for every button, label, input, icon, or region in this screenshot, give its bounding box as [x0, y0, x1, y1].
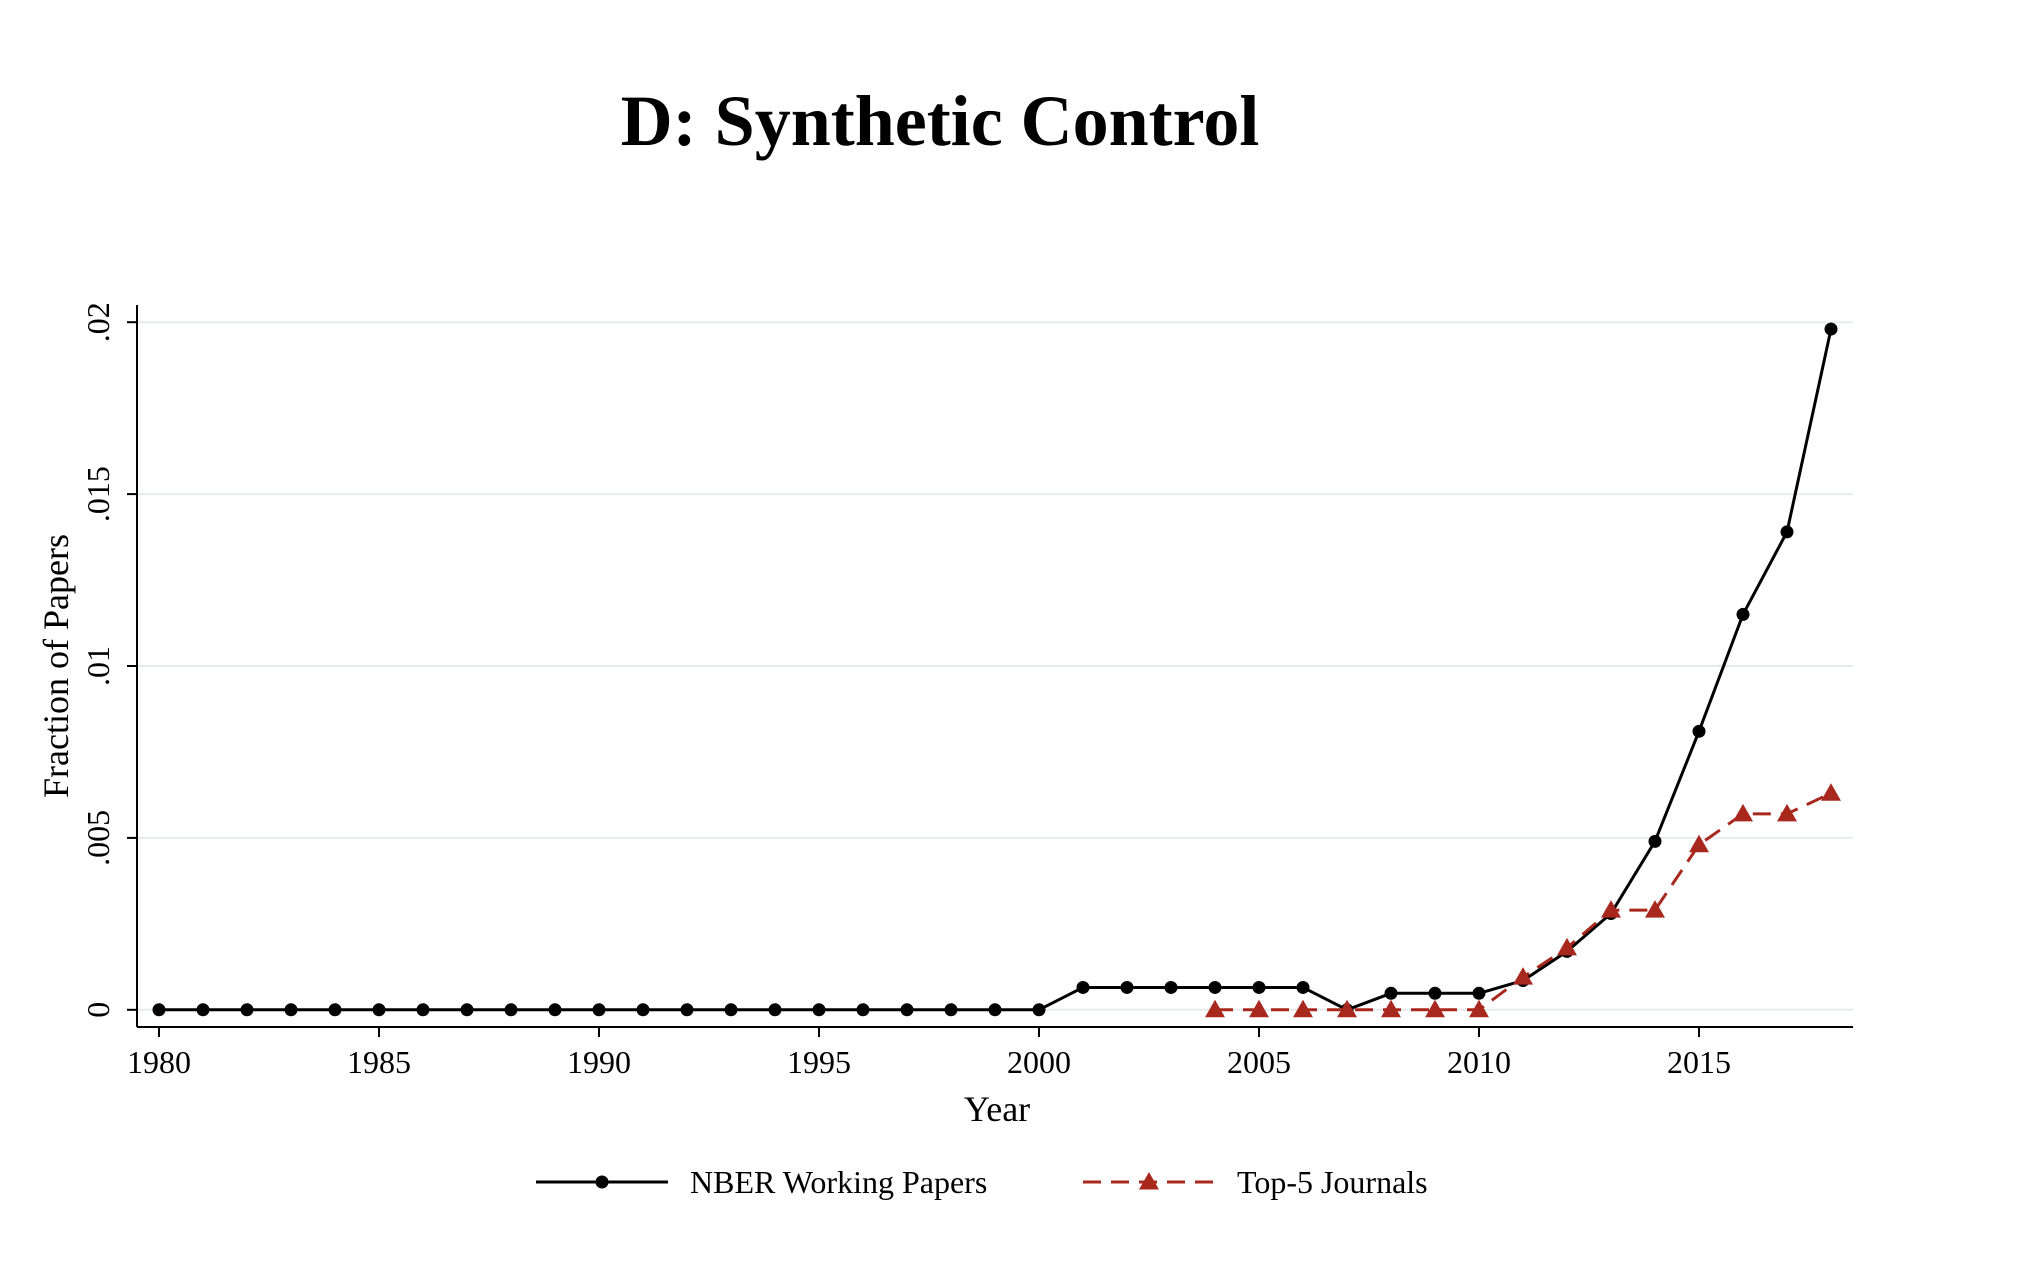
circle-marker — [1384, 986, 1398, 1000]
circle-marker — [1208, 980, 1222, 994]
triangle-marker — [1645, 900, 1665, 918]
triangle-marker — [1205, 999, 1225, 1018]
circle-marker — [196, 1003, 210, 1017]
circle-marker — [900, 1003, 914, 1017]
x-tick-label: 1985 — [347, 1044, 411, 1080]
circle-marker — [1120, 980, 1134, 994]
ticks-layer: 0 .005 .01 .015 .02 1980 1985 1990 1995 2000 2005 2… — [80, 302, 1731, 1080]
y-tick-label: .015 — [80, 466, 116, 522]
circle-marker — [636, 1003, 650, 1017]
legend-label: NBER Working Papers — [690, 1164, 987, 1200]
circle-marker — [1780, 525, 1794, 539]
legend-item: NBER Working Papers — [536, 1164, 987, 1200]
legend-label: Top-5 Journals — [1237, 1164, 1428, 1200]
x-tick-label: 2005 — [1227, 1044, 1291, 1080]
circle-marker — [548, 1003, 562, 1017]
x-tick-label: 1980 — [127, 1044, 191, 1080]
circle-marker — [504, 1003, 518, 1017]
circle-marker — [856, 1003, 870, 1017]
circle-marker — [1032, 1003, 1046, 1017]
chart-title: D: Synthetic Control — [621, 81, 1260, 161]
triangle-marker — [1557, 937, 1577, 956]
x-tick-label: 2010 — [1447, 1044, 1511, 1080]
x-axis-title: Year — [964, 1089, 1030, 1129]
circle-marker — [328, 1003, 342, 1017]
triangle-marker — [1337, 999, 1357, 1018]
series-nber-working-papers — [152, 322, 1838, 1017]
triangle-marker — [1733, 803, 1753, 822]
legend-circle-marker — [595, 1175, 609, 1189]
circle-marker — [416, 1003, 430, 1017]
triangle-marker — [1777, 803, 1797, 822]
circle-marker — [680, 1003, 694, 1017]
triangle-marker — [1249, 999, 1269, 1018]
legend: NBER Working Papers Top-5 Journals — [536, 1164, 1428, 1200]
triangle-marker — [1293, 999, 1313, 1018]
series-top-5-journals — [1205, 783, 1841, 1018]
triangle-marker — [1821, 783, 1841, 801]
circle-marker — [1296, 980, 1310, 994]
circle-marker — [988, 1003, 1002, 1017]
triangle-marker — [1601, 900, 1621, 918]
y-tick-label: .02 — [80, 302, 116, 342]
legend-item: Top-5 Journals — [1083, 1164, 1428, 1200]
circle-marker — [812, 1003, 826, 1017]
y-tick-label: .005 — [80, 810, 116, 866]
circle-marker — [372, 1003, 386, 1017]
circle-marker — [1164, 980, 1178, 994]
x-tick-label: 2015 — [1667, 1044, 1731, 1080]
circle-marker — [1692, 724, 1706, 738]
triangle-marker — [1513, 967, 1533, 985]
circle-marker — [1472, 986, 1486, 1000]
circle-marker — [1428, 986, 1442, 1000]
circle-marker — [1076, 980, 1090, 994]
x-tick-label: 1990 — [567, 1044, 631, 1080]
circle-marker — [1824, 322, 1838, 336]
y-tick-label: .01 — [80, 646, 116, 686]
y-tick-label: 0 — [80, 1002, 116, 1018]
circle-marker — [592, 1003, 606, 1017]
triangle-marker — [1469, 999, 1489, 1018]
x-tick-label: 1995 — [787, 1044, 851, 1080]
x-tick-label: 2000 — [1007, 1044, 1071, 1080]
circle-marker — [240, 1003, 254, 1017]
triangle-marker — [1689, 834, 1709, 853]
circle-marker — [944, 1003, 958, 1017]
legend-triangle-marker — [1139, 1172, 1159, 1190]
circle-marker — [1252, 980, 1266, 994]
triangle-marker — [1381, 999, 1401, 1018]
circle-marker — [152, 1003, 166, 1017]
circle-marker — [1648, 834, 1662, 848]
triangle-marker — [1425, 999, 1445, 1018]
y-axis-title: Fraction of Papers — [36, 534, 76, 798]
circle-marker — [284, 1003, 298, 1017]
series-layer — [152, 322, 1841, 1018]
circle-marker — [460, 1003, 474, 1017]
circle-marker — [768, 1003, 782, 1017]
circle-marker — [1736, 607, 1750, 621]
circle-marker — [724, 1003, 738, 1017]
